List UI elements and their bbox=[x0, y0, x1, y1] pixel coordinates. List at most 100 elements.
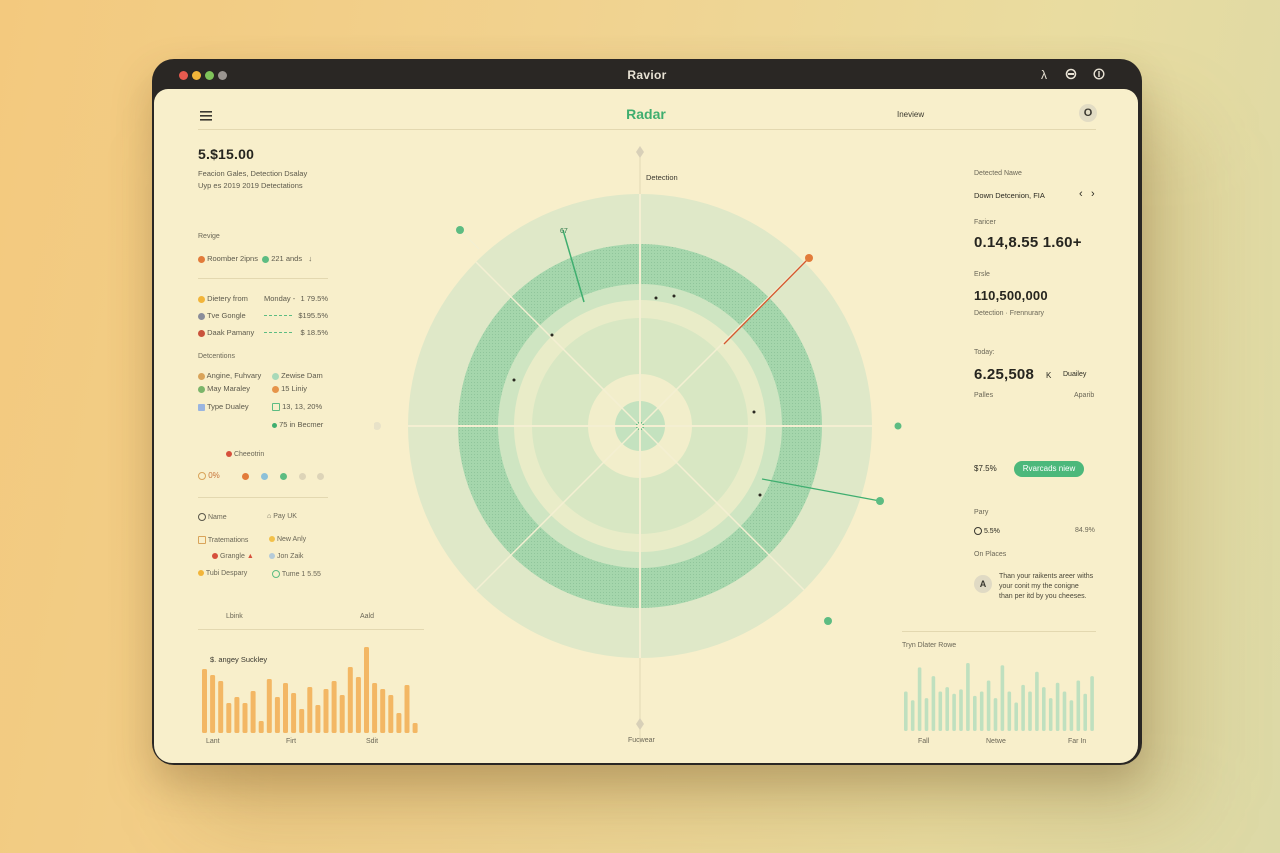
detection-item[interactable]: Zewise Dam bbox=[272, 371, 323, 380]
list-item[interactable]: Daak Pamany $ 18.5% bbox=[198, 328, 328, 337]
radar-target[interactable] bbox=[550, 333, 554, 337]
detection-label: Angine, Fuhvary bbox=[206, 371, 262, 380]
prev-chevron-icon[interactable]: ‹ bbox=[1079, 188, 1083, 200]
radar-target[interactable] bbox=[512, 378, 516, 382]
detection-item[interactable]: 15 Liniy bbox=[272, 384, 307, 393]
status-dot bbox=[272, 422, 277, 428]
google-icon bbox=[198, 312, 205, 320]
chart-xlabel: Fall bbox=[918, 738, 930, 745]
extra-window-button[interactable] bbox=[218, 71, 227, 80]
chart-bar bbox=[226, 703, 232, 733]
chart-bar bbox=[1014, 702, 1018, 731]
color-dot[interactable] bbox=[280, 473, 287, 480]
nav-text: Down Detcenion, FIA bbox=[974, 191, 1045, 200]
list-item[interactable]: Dietery from Monday - 1 79.5% bbox=[198, 294, 328, 303]
list-item[interactable]: Grangle ▲ bbox=[212, 553, 254, 560]
radar-target[interactable] bbox=[672, 294, 676, 298]
radar-blip[interactable] bbox=[456, 226, 464, 234]
title-bar: Ravior λ bbox=[152, 59, 1142, 91]
avatar[interactable]: A bbox=[974, 575, 992, 593]
detection-item[interactable]: 13, 13, 20% bbox=[272, 402, 323, 412]
detection-item[interactable]: Angine, Fuhvary bbox=[198, 371, 261, 380]
dashed-line bbox=[264, 332, 292, 333]
radar-blip[interactable] bbox=[876, 497, 884, 505]
pay-row[interactable]: ⌂ Pay UK bbox=[267, 513, 297, 520]
list-item[interactable]: Tratemations bbox=[198, 536, 248, 544]
chart-bar bbox=[283, 683, 288, 733]
down-arrow-icon[interactable]: ↓ bbox=[308, 254, 313, 263]
hamburger-icon[interactable] bbox=[200, 108, 212, 126]
chart-bar bbox=[1090, 676, 1094, 731]
chart-bar bbox=[1042, 687, 1046, 731]
coin-icon bbox=[198, 295, 205, 303]
legend-dot-orange bbox=[198, 255, 205, 263]
balance-value: 5.$15.00 bbox=[198, 146, 255, 162]
color-dot[interactable] bbox=[261, 473, 268, 480]
detection-item[interactable]: 75 in Becmer bbox=[272, 420, 323, 429]
pary-row: 5.5% bbox=[974, 527, 1000, 535]
pct-value: $7.5% bbox=[974, 464, 997, 473]
rvarcads-button[interactable]: Rvarcads niew bbox=[1014, 461, 1084, 477]
radar-blip-faint[interactable] bbox=[374, 422, 381, 430]
list-item[interactable]: New Anly bbox=[269, 536, 306, 543]
today-suffix: Duailey bbox=[1063, 371, 1087, 378]
color-dot[interactable] bbox=[317, 473, 324, 480]
name-row[interactable]: Name bbox=[198, 513, 227, 521]
pary-label: Pary bbox=[974, 509, 989, 516]
radar-target[interactable] bbox=[654, 296, 658, 300]
list-item[interactable]: Tubi Despary bbox=[198, 570, 247, 577]
divider bbox=[198, 278, 328, 279]
info-icon[interactable] bbox=[1092, 68, 1106, 83]
may-icon bbox=[198, 385, 205, 393]
ineview-link[interactable]: Ineview bbox=[897, 110, 925, 119]
alert-line bbox=[723, 257, 810, 345]
percent-value: 0% bbox=[208, 471, 220, 480]
palles-label: Palles bbox=[974, 392, 994, 399]
top-marker-icon bbox=[636, 146, 644, 158]
farcer-label: Faricer bbox=[974, 219, 996, 226]
avatar[interactable]: O bbox=[1079, 104, 1097, 122]
next-chevron-icon[interactable]: › bbox=[1091, 188, 1095, 200]
legend-dot-green bbox=[262, 255, 270, 263]
close-window-button[interactable] bbox=[179, 71, 188, 80]
detection-label: 13, 13, 20% bbox=[282, 402, 323, 411]
chart-bar bbox=[372, 683, 378, 733]
balance-subtitle-2: Uyp es 2019 2019 Detectations bbox=[198, 181, 303, 190]
pary-right: 84.9% bbox=[1075, 527, 1095, 534]
chart-bar bbox=[1076, 680, 1081, 731]
engine-icon bbox=[198, 372, 205, 380]
radar-display[interactable]: 67 Detection Fucwear bbox=[374, 144, 914, 744]
chart-bar bbox=[966, 663, 970, 731]
chart-bar bbox=[1083, 693, 1087, 731]
radar-target[interactable] bbox=[758, 493, 762, 497]
list-item[interactable]: Tve Gongle $195.5% bbox=[198, 311, 328, 320]
chart-bar bbox=[1035, 671, 1039, 731]
status-dot bbox=[269, 553, 275, 560]
maximize-window-button[interactable] bbox=[205, 71, 214, 80]
radar-blip[interactable] bbox=[894, 422, 902, 430]
lambda-icon[interactable]: λ bbox=[1041, 68, 1047, 82]
record-icon[interactable] bbox=[1064, 68, 1078, 83]
color-dot[interactable] bbox=[242, 473, 249, 480]
today-label: Today: bbox=[974, 349, 995, 356]
radar-blip[interactable] bbox=[824, 617, 832, 625]
minimize-window-button[interactable] bbox=[192, 71, 201, 80]
message-line: your conit my the conigne bbox=[999, 583, 1079, 590]
chart-bar bbox=[1028, 691, 1032, 731]
section-label-revige: Revige bbox=[198, 233, 220, 240]
detection-item[interactable]: Type Dualey bbox=[198, 402, 249, 411]
legend-item-1: Roomber 2ipns bbox=[207, 254, 258, 263]
percent-row: 0% bbox=[198, 471, 220, 480]
radar-target[interactable] bbox=[752, 410, 756, 414]
list-item[interactable]: Jon Zaik bbox=[269, 553, 303, 560]
radar-blip-alert[interactable] bbox=[805, 254, 813, 262]
chart-bar bbox=[979, 691, 984, 731]
list-item[interactable]: Tume 1 5.55 bbox=[272, 570, 321, 578]
color-dot[interactable] bbox=[299, 473, 306, 480]
box-icon bbox=[198, 536, 206, 544]
dashed-line bbox=[264, 315, 292, 316]
ersle-label: Ersle bbox=[974, 271, 990, 278]
farcer-value: 0.14,8.55 1.60+ bbox=[974, 234, 1082, 251]
chart-bar bbox=[1007, 691, 1012, 731]
detection-item[interactable]: May Maraley bbox=[198, 384, 250, 393]
